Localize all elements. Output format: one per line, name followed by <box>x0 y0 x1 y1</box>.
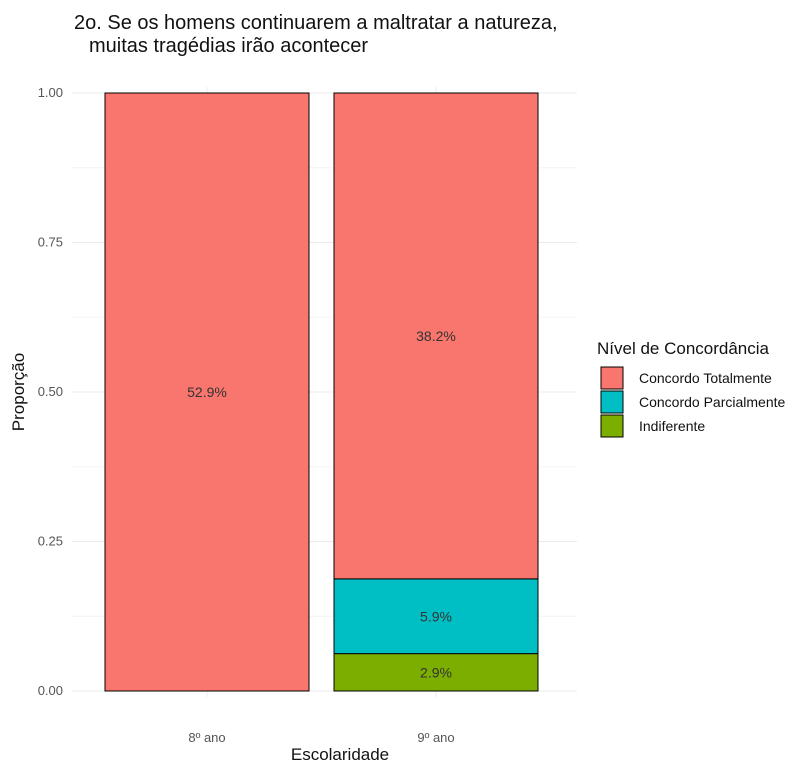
y-tick-label: 1.00 <box>38 85 63 100</box>
legend: Nível de Concordância Concordo Totalment… <box>597 339 786 438</box>
legend-swatch <box>600 414 624 438</box>
x-axis-title: Escolaridade <box>291 745 389 764</box>
x-axis-ticks: 8º ano 9º ano <box>188 730 454 745</box>
legend-items: Concordo Totalmente Concordo Parcialmente… <box>600 366 786 438</box>
y-tick-label: 0.75 <box>38 235 63 250</box>
y-axis-ticks: 0.00 0.25 0.50 0.75 1.00 <box>38 85 63 698</box>
x-tick-label: 9º ano <box>417 730 454 745</box>
y-tick-label: 0.25 <box>38 534 63 549</box>
bar-labels: 52.9% 2.9% 5.9% 38.2% <box>187 328 456 680</box>
bar-data-label: 38.2% <box>416 328 456 344</box>
y-axis-title: Proporção <box>9 353 28 431</box>
x-tick-label: 8º ano <box>188 730 225 745</box>
bar-data-label: 52.9% <box>187 384 227 400</box>
bar-data-label: 2.9% <box>420 664 452 680</box>
bar-segment <box>333 653 539 692</box>
legend-swatch <box>600 366 624 390</box>
y-tick-label: 0.00 <box>38 683 63 698</box>
legend-title: Nível de Concordância <box>597 339 770 358</box>
bar-segment <box>333 578 539 655</box>
bar-data-label: 5.9% <box>420 608 452 624</box>
chart-title-line-2: muitas tragédias irão acontecer <box>89 35 368 57</box>
bar-segment <box>333 92 539 580</box>
legend-label: Concordo Totalmente <box>639 370 772 386</box>
legend-label: Concordo Parcialmente <box>639 394 786 410</box>
legend-swatch <box>600 390 624 414</box>
bars <box>104 92 539 692</box>
legend-label: Indiferente <box>639 418 705 434</box>
chart-title-line-1: 2o. Se os homens continuarem a maltratar… <box>74 12 558 34</box>
bar-segment <box>104 92 310 692</box>
y-tick-label: 0.50 <box>38 384 63 399</box>
